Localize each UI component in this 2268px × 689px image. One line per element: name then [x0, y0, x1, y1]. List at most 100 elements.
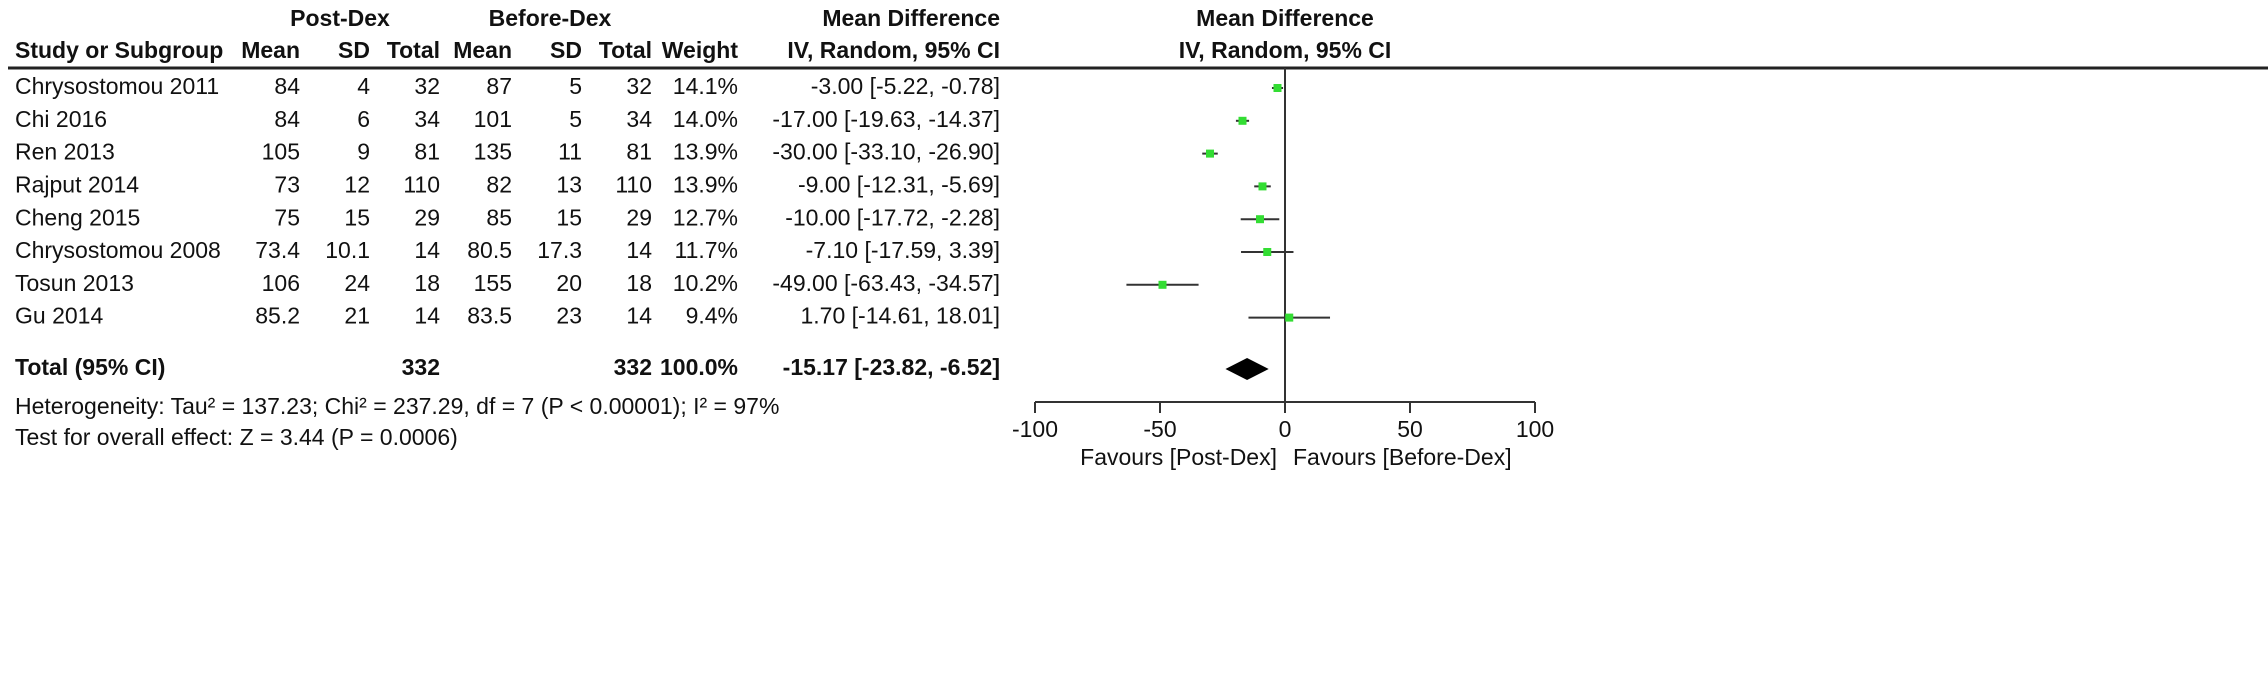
- heterogeneity: Heterogeneity: Tau² = 137.23; Chi² = 237…: [15, 393, 779, 419]
- total-diamond: [1225, 358, 1269, 380]
- cell: 135: [474, 139, 512, 165]
- cell: 18: [414, 270, 440, 296]
- cell: 29: [626, 204, 652, 230]
- column-header: SD: [338, 37, 370, 63]
- effect-label: -17.00 [-19.63, -14.37]: [772, 106, 1000, 132]
- cell: 75: [274, 204, 300, 230]
- cell: 18: [626, 270, 652, 296]
- x-tick-label: 100: [1516, 416, 1554, 442]
- cell: 110: [403, 171, 440, 197]
- study-name: Gu 2014: [15, 303, 103, 329]
- cell: 24: [344, 270, 370, 296]
- effect-label: -9.00 [-12.31, -5.69]: [798, 171, 1000, 197]
- cell: 21: [344, 303, 370, 329]
- cell: 20: [556, 270, 582, 296]
- point-estimate: [1256, 215, 1264, 224]
- cell: 5: [569, 106, 582, 132]
- cell: 14.0%: [673, 106, 738, 132]
- cell: 12: [344, 171, 370, 197]
- total-label: Total (95% CI): [15, 354, 165, 380]
- effect-label: -10.00 [-17.72, -2.28]: [785, 204, 1000, 230]
- group-header: Post-Dex: [290, 5, 390, 31]
- study-name: Chrysostomou 2008: [15, 237, 221, 263]
- cell: 155: [474, 270, 512, 296]
- column-header: Weight: [662, 37, 739, 63]
- cell: 4: [357, 73, 370, 99]
- cell: 11: [558, 139, 582, 165]
- cell: 81: [414, 139, 440, 165]
- cell: 10.2%: [673, 270, 738, 296]
- cell: 13.9%: [673, 139, 738, 165]
- effect-label: 1.70 [-14.61, 18.01]: [801, 303, 1001, 329]
- cell: 14: [414, 237, 440, 263]
- cell: 11.7%: [674, 237, 738, 263]
- x-tick-label: -50: [1143, 416, 1176, 442]
- point-estimate: [1206, 149, 1214, 158]
- effect-label: -3.00 [-5.22, -0.78]: [811, 73, 1000, 99]
- column-header: SD: [550, 37, 582, 63]
- group-header: Before-Dex: [489, 5, 612, 31]
- cell: 73: [274, 171, 300, 197]
- x-tick-label: -100: [1012, 416, 1058, 442]
- total-cell: 332: [614, 354, 652, 380]
- study-name: Ren 2013: [15, 139, 115, 165]
- cell: 14.1%: [673, 73, 738, 99]
- cell: 101: [474, 106, 512, 132]
- cell: 23: [556, 303, 582, 329]
- study-name: Chi 2016: [15, 106, 107, 132]
- cell: 14: [626, 237, 652, 263]
- effect-label: -30.00 [-33.10, -26.90]: [772, 139, 1000, 165]
- effect-header: IV, Random, 95% CI: [787, 37, 1000, 63]
- column-header: Total: [387, 37, 440, 63]
- cell: 32: [626, 73, 652, 99]
- x-label: Favours [Before-Dex]: [1293, 444, 1512, 470]
- cell: 9: [357, 139, 370, 165]
- cell: 80.5: [467, 237, 512, 263]
- cell: 14: [414, 303, 440, 329]
- column-header: Mean: [453, 37, 512, 63]
- x-tick-label: 0: [1279, 416, 1292, 442]
- point-estimate: [1158, 280, 1167, 289]
- point-estimate: [1273, 84, 1282, 92]
- cell: 13: [556, 171, 582, 197]
- cell: 29: [414, 204, 440, 230]
- effect-label: -49.00 [-63.43, -34.57]: [772, 270, 1000, 296]
- column-header: Total: [599, 37, 652, 63]
- point-estimate: [1238, 116, 1247, 125]
- study-name: Cheng 2015: [15, 204, 140, 230]
- x-tick-label: 50: [1397, 416, 1423, 442]
- study-name: Chrysostomou 2011: [15, 73, 219, 99]
- cell: 73.4: [255, 237, 300, 263]
- cell: 15: [344, 204, 370, 230]
- cell: 10.1: [325, 237, 370, 263]
- cell: 87: [486, 73, 512, 99]
- point-estimate: [1258, 182, 1267, 191]
- point-estimate: [1285, 313, 1294, 322]
- plot-header: Mean Difference: [1196, 5, 1374, 31]
- cell: 81: [626, 139, 652, 165]
- cell: 34: [414, 106, 440, 132]
- cell: 15: [556, 204, 582, 230]
- cell: 82: [486, 171, 512, 197]
- cell: 84: [274, 106, 300, 132]
- x-label: Favours [Post-Dex]: [1080, 444, 1277, 470]
- cell: 84: [274, 73, 300, 99]
- cell: 105: [262, 139, 300, 165]
- cell: 6: [357, 106, 370, 132]
- cell: 83.5: [467, 303, 512, 329]
- study-name: Tosun 2013: [15, 270, 134, 296]
- cell: 13.9%: [673, 171, 738, 197]
- overall-effect: Test for overall effect: Z = 3.44 (P = 0…: [15, 424, 458, 450]
- cell: 110: [615, 171, 652, 197]
- point-estimate: [1263, 248, 1272, 256]
- column-header: Mean: [241, 37, 300, 63]
- cell: 14: [626, 303, 652, 329]
- cell: 85.2: [255, 303, 300, 329]
- cell: 9.4%: [686, 303, 738, 329]
- cell: 17.3: [537, 237, 582, 263]
- total-cell: 100.0%: [660, 354, 738, 380]
- total-effect-label: -15.17 [-23.82, -6.52]: [783, 354, 1000, 380]
- cell: 34: [626, 106, 652, 132]
- effect-label: -7.10 [-17.59, 3.39]: [806, 237, 1000, 263]
- column-header: Study or Subgroup: [15, 37, 223, 63]
